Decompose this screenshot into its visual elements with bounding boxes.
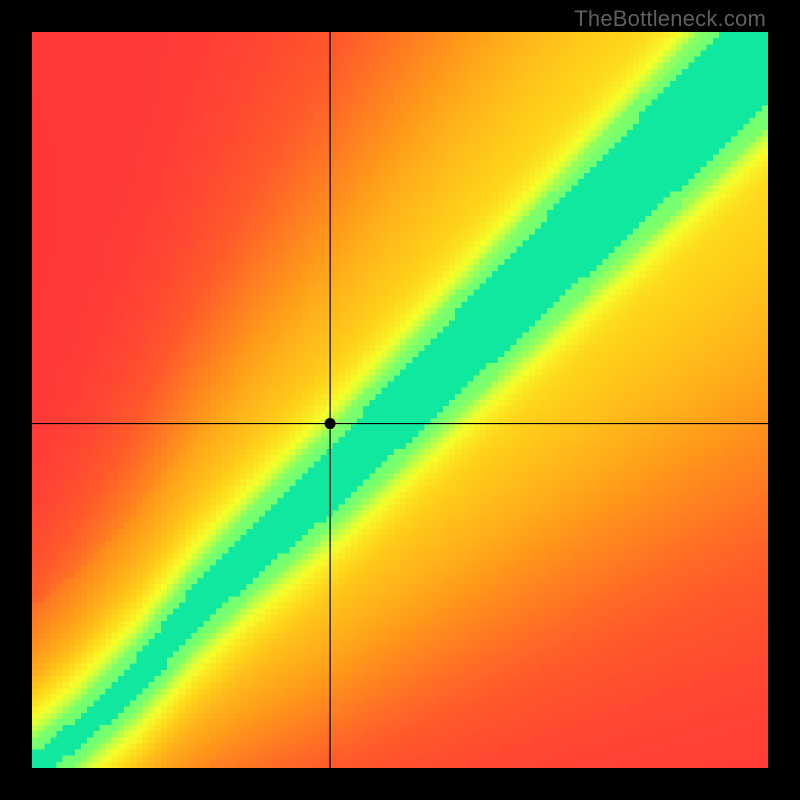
bottleneck-heatmap bbox=[32, 32, 768, 768]
watermark-text: TheBottleneck.com bbox=[574, 6, 766, 32]
chart-container: TheBottleneck.com bbox=[0, 0, 800, 800]
